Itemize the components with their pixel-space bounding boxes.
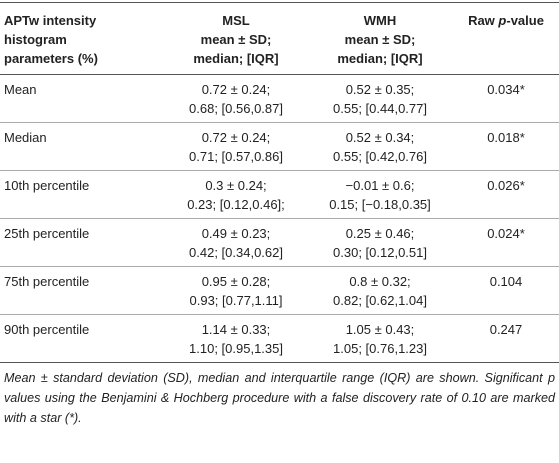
value-line: 0.3 ± 0.24; bbox=[205, 178, 267, 193]
p-value: 0.024* bbox=[453, 218, 559, 267]
value-line: 0.71; [0.57,0.86] bbox=[189, 149, 283, 164]
table-row: Median 0.72 ± 0.24; 0.71; [0.57,0.86] 0.52 … bbox=[0, 122, 559, 171]
value-line: 0.8 ± 0.32; bbox=[349, 274, 411, 289]
header-line: median; [IQR] bbox=[337, 51, 423, 66]
header-line: WMH bbox=[363, 13, 397, 28]
header-line: median; [IQR] bbox=[193, 51, 279, 66]
value-line: 1.05; [0.76,1.23] bbox=[333, 341, 427, 356]
value-line: 0.82; [0.62,1.04] bbox=[333, 293, 427, 308]
header-text: p bbox=[498, 13, 507, 28]
header-line: mean ± SD; bbox=[200, 32, 272, 47]
value-cell: 0.8 ± 0.32; 0.82; [0.62,1.04] bbox=[307, 266, 453, 315]
header-text: -value bbox=[506, 13, 544, 28]
header-text: Raw bbox=[468, 13, 499, 28]
value-line: 0.55; [0.42,0.76] bbox=[333, 149, 427, 164]
row-label: 10th percentile bbox=[0, 170, 165, 219]
value-line: 0.52 ± 0.35; bbox=[345, 82, 415, 97]
value-line: 0.25 ± 0.46; bbox=[345, 226, 415, 241]
value-line: 0.72 ± 0.24; bbox=[201, 82, 271, 97]
value-line: 0.93; [0.77,1.11] bbox=[189, 293, 283, 308]
value-cell: 0.52 ± 0.34; 0.55; [0.42,0.76] bbox=[307, 122, 453, 171]
value-line: 0.95 ± 0.28; bbox=[201, 274, 271, 289]
p-value: 0.104 bbox=[453, 266, 559, 315]
table-row: 75th percentile 0.95 ± 0.28; 0.93; [0.77,1… bbox=[0, 266, 559, 315]
row-label: 75th percentile bbox=[0, 266, 165, 315]
value-line: 0.55; [0.44,0.77] bbox=[333, 101, 427, 116]
value-cell: 0.25 ± 0.46; 0.30; [0.12,0.51] bbox=[307, 218, 453, 267]
value-line: 0.49 ± 0.23; bbox=[201, 226, 271, 241]
value-cell: 1.05 ± 0.43; 1.05; [0.76,1.23] bbox=[307, 314, 453, 363]
table-row: 25th percentile 0.49 ± 0.23; 0.42; [0.34,0… bbox=[0, 218, 559, 267]
value-line: 1.10; [0.95,1.35] bbox=[189, 341, 283, 356]
header-line: MSL bbox=[222, 13, 250, 28]
value-line: 0.72 ± 0.24; bbox=[201, 130, 271, 145]
table-body: Mean 0.72 ± 0.24; 0.68; [0.56,0.87] 0.52 ± … bbox=[0, 74, 559, 363]
header-cell: MSL mean ± SD; median; [IQR] bbox=[165, 2, 307, 75]
value-cell: −0.01 ± 0.6; 0.15; [−0.18,0.35] bbox=[307, 170, 453, 219]
table-row: 90th percentile 1.14 ± 0.33; 1.10; [0.95,1… bbox=[0, 314, 559, 363]
value-cell: 0.49 ± 0.23; 0.42; [0.34,0.62] bbox=[165, 218, 307, 267]
value-line: 1.05 ± 0.43; bbox=[345, 322, 415, 337]
header-line: histogram bbox=[4, 32, 67, 47]
p-value: 0.018* bbox=[453, 122, 559, 171]
value-line: 1.14 ± 0.33; bbox=[201, 322, 271, 337]
value-line: 0.42; [0.34,0.62] bbox=[189, 245, 283, 260]
header-line: parameters (%) bbox=[4, 51, 98, 66]
value-cell: 0.95 ± 0.28; 0.93; [0.77,1.11] bbox=[165, 266, 307, 315]
value-line: 0.68; [0.56,0.87] bbox=[189, 101, 283, 116]
p-value: 0.247 bbox=[453, 314, 559, 363]
value-line: 0.30; [0.12,0.51] bbox=[333, 245, 427, 260]
header-line: mean ± SD; bbox=[344, 32, 416, 47]
p-value: 0.026* bbox=[453, 170, 559, 219]
footnote: Mean ± standard deviation (SD), median a… bbox=[4, 371, 555, 425]
row-label: Median bbox=[0, 122, 165, 171]
row-label: 90th percentile bbox=[0, 314, 165, 363]
header-cell: APTw intensity histogram parameters (%) bbox=[0, 2, 165, 75]
table-row: Mean 0.72 ± 0.24; 0.68; [0.56,0.87] 0.52 ± … bbox=[0, 74, 559, 123]
row-label: 25th percentile bbox=[0, 218, 165, 267]
data-table: APTw intensity histogram parameters (%) MSL… bbox=[0, 2, 559, 363]
value-cell: 0.72 ± 0.24; 0.68; [0.56,0.87] bbox=[165, 74, 307, 123]
header-cell: WMH mean ± SD; median; [IQR] bbox=[307, 2, 453, 75]
p-value: 0.034* bbox=[453, 74, 559, 123]
value-line: −0.01 ± 0.6; bbox=[345, 178, 415, 193]
value-cell: 0.72 ± 0.24; 0.71; [0.57,0.86] bbox=[165, 122, 307, 171]
value-cell: 1.14 ± 0.33; 1.10; [0.95,1.35] bbox=[165, 314, 307, 363]
header-row: APTw intensity histogram parameters (%) MSL… bbox=[0, 2, 559, 75]
value-cell: 0.3 ± 0.24; 0.23; [0.12,0.46]; bbox=[165, 170, 307, 219]
value-line: 0.23; [0.12,0.46]; bbox=[187, 197, 285, 212]
header-line: APTw intensity bbox=[4, 13, 97, 28]
value-cell: 0.52 ± 0.35; 0.55; [0.44,0.77] bbox=[307, 74, 453, 123]
value-line: 0.15; [−0.18,0.35] bbox=[329, 197, 431, 212]
header-cell: Raw p-value bbox=[453, 2, 559, 75]
table-row: 10th percentile 0.3 ± 0.24; 0.23; [0.12,0.… bbox=[0, 170, 559, 219]
row-label: Mean bbox=[0, 74, 165, 123]
value-line: 0.52 ± 0.34; bbox=[345, 130, 415, 145]
